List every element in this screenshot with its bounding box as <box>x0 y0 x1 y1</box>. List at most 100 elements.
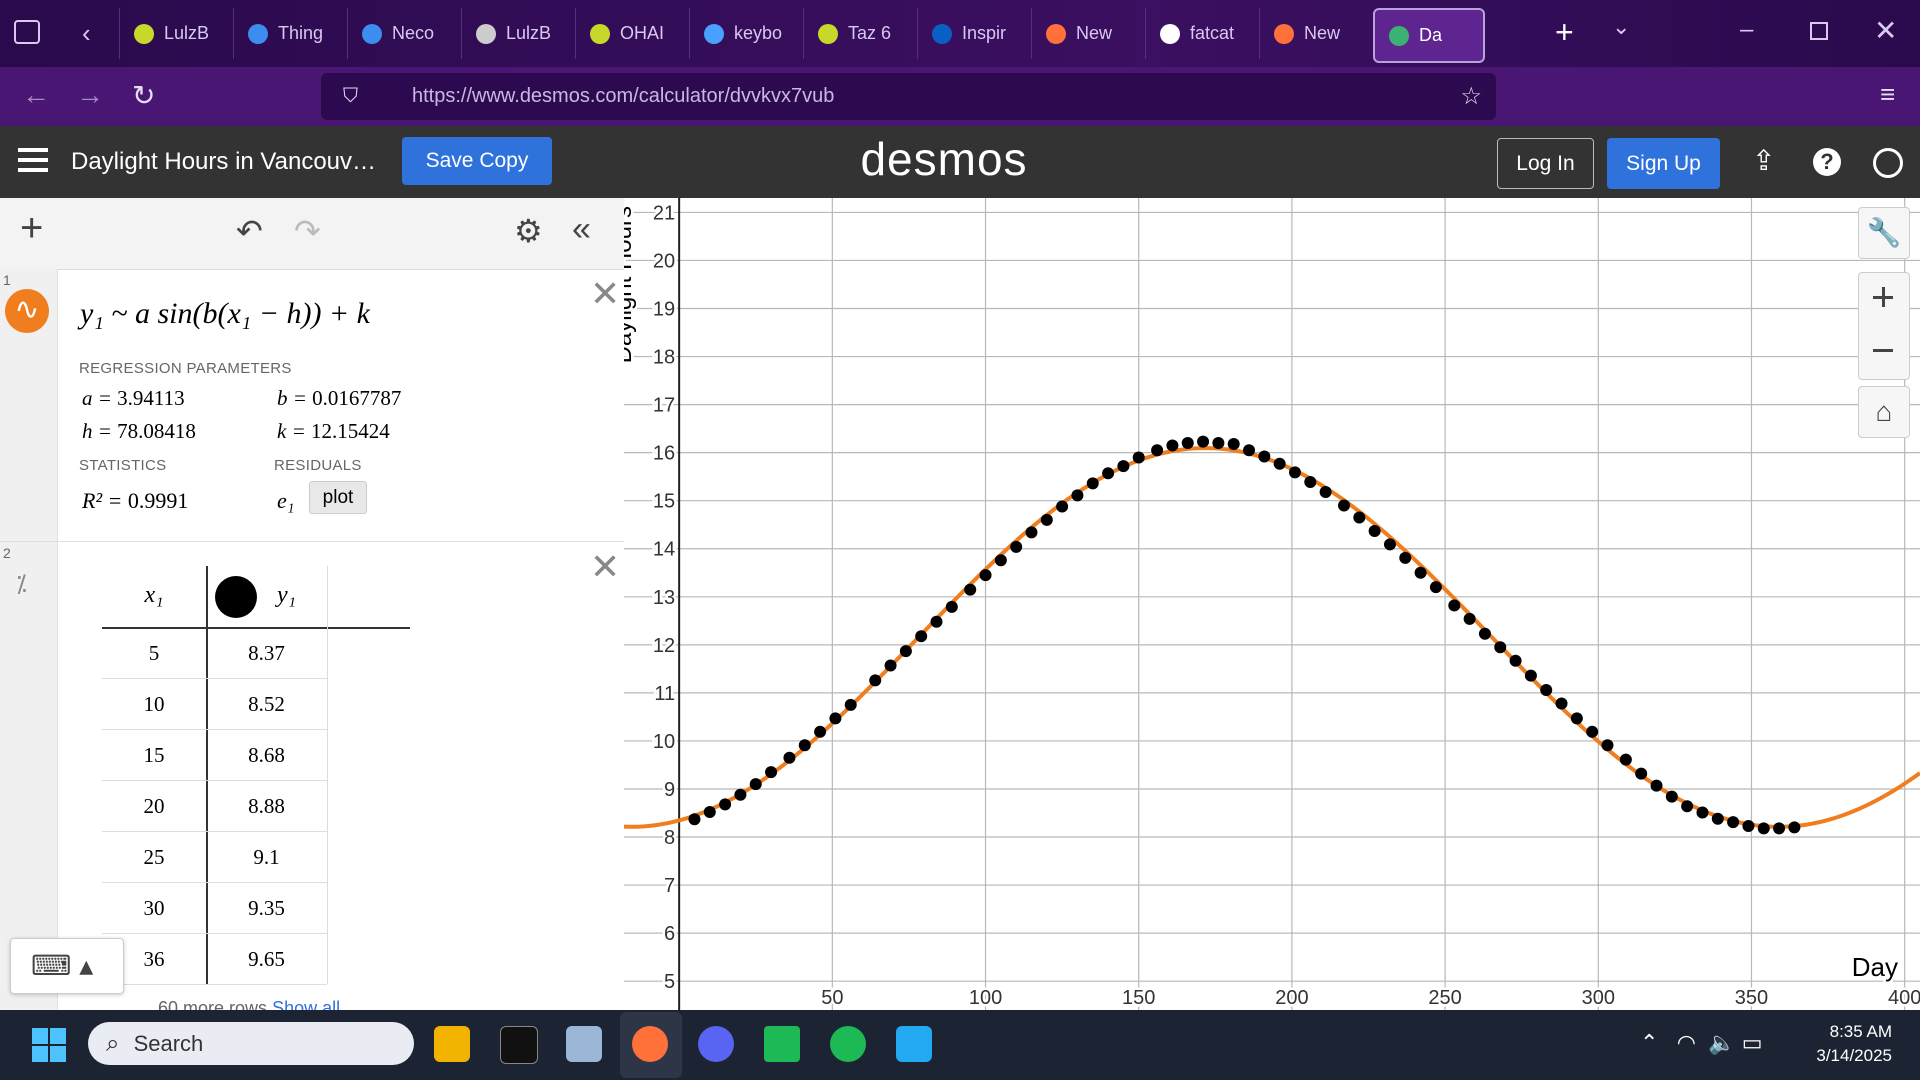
browser-tab[interactable]: Taz 6 <box>803 8 912 59</box>
browser-tab[interactable]: Neco <box>347 8 456 59</box>
browser-tab[interactable]: fatcat <box>1145 8 1254 59</box>
tab-icon <box>704 23 724 44</box>
undo-button[interactable]: ↶ <box>236 213 263 249</box>
tray-icons[interactable]: ⌃ ◠ 🔈 ▭ <box>1640 1030 1763 1055</box>
firefox[interactable] <box>632 1026 668 1062</box>
new-tab-button[interactable]: + <box>1555 14 1574 50</box>
desmos-logo: desmos <box>860 133 1028 185</box>
back-button[interactable]: ← <box>22 79 50 110</box>
plot-button[interactable]: plot <box>309 481 367 514</box>
data-point <box>1117 460 1130 473</box>
data-point <box>930 615 943 628</box>
browser-tab[interactable]: Inspir <box>917 8 1026 59</box>
discord[interactable] <box>698 1026 734 1062</box>
browser-tab[interactable]: Da <box>1373 8 1485 63</box>
data-point <box>1650 779 1663 792</box>
show-all-link[interactable]: Show all <box>272 998 341 1010</box>
data-point <box>1368 524 1381 537</box>
save-copy-button[interactable]: Save Copy <box>402 137 552 185</box>
table-cell[interactable]: 8.37 <box>248 641 285 665</box>
search-box[interactable]: ⌕ Search <box>88 1022 414 1065</box>
table-cell[interactable]: 9.65 <box>248 947 285 971</box>
parameter-name: k = <box>277 419 306 443</box>
browser-tab[interactable]: keybo <box>689 8 798 59</box>
minimize-button[interactable]: – <box>1740 16 1754 43</box>
table-cell[interactable]: 5 <box>148 641 160 665</box>
table-cell[interactable]: 8.88 <box>248 794 285 818</box>
expression-index: 1 <box>3 272 11 288</box>
table-cell[interactable]: 10 <box>143 692 165 716</box>
clock[interactable]: 8:35 AM 3/14/2025 <box>1780 1020 1892 1068</box>
keypad-button[interactable]: ⌨ ▴ <box>10 938 124 994</box>
tab-scroll-left[interactable]: ‹ <box>82 18 91 48</box>
y-tick-label: 15 <box>653 491 675 513</box>
terminal[interactable] <box>500 1026 538 1064</box>
expression-index: 2 <box>3 545 11 561</box>
regression-formula[interactable]: y₁ ~ a sin(b(x₁ − h)) + k <box>80 297 370 330</box>
redo-button[interactable]: ↷ <box>294 213 321 249</box>
delete-expression[interactable]: ✕ <box>590 273 621 314</box>
regression-icon[interactable]: ∿ <box>5 289 49 333</box>
table-cell[interactable]: 8.52 <box>248 692 285 716</box>
close-button[interactable]: ✕ <box>1874 15 1898 46</box>
data-point <box>1555 697 1568 710</box>
row-line <box>102 831 327 832</box>
tab-title: OHAI <box>620 23 665 43</box>
data-point <box>1540 684 1553 697</box>
row-line <box>102 933 327 934</box>
table-cell[interactable]: 30 <box>143 896 165 920</box>
url-field[interactable]: ⛉ https://www.desmos.com/calculator/dvvk… <box>321 73 1496 120</box>
parameter: a = 3.94113 <box>82 386 185 411</box>
menu-button[interactable]: ≡ <box>1880 79 1896 109</box>
file-explorer[interactable] <box>434 1026 470 1062</box>
default-viewport-button[interactable]: ⌂ <box>1858 386 1910 438</box>
forward-button[interactable]: → <box>76 79 104 110</box>
row-line <box>102 729 327 730</box>
zoom-out-button[interactable] <box>1873 349 1893 352</box>
browser-tab[interactable]: LulzB <box>119 8 228 59</box>
table-cell[interactable]: 15 <box>143 743 165 767</box>
browser-tab[interactable]: OHAI <box>575 8 684 59</box>
tab-icon <box>1274 23 1294 44</box>
table-cell[interactable]: 36 <box>143 947 165 971</box>
collapse-button[interactable]: « <box>572 210 591 248</box>
browser-tab[interactable]: Thing <box>233 8 342 59</box>
browser-tab[interactable]: New <box>1031 8 1140 59</box>
point-style-icon[interactable] <box>215 576 257 618</box>
browser-tab[interactable]: LulzB <box>461 8 570 59</box>
table-divider <box>327 566 328 984</box>
table-cell[interactable]: 9.1 <box>253 845 280 869</box>
tab-list-button[interactable] <box>14 20 40 44</box>
delete-expression[interactable]: ✕ <box>590 546 621 587</box>
spotify[interactable] <box>830 1026 866 1062</box>
data-point <box>1197 435 1210 448</box>
parameter: k = 12.15424 <box>277 419 390 444</box>
table-cell[interactable]: 9.35 <box>248 896 285 920</box>
bookmark-star[interactable]: ☆ <box>1460 83 1482 110</box>
add-expression-button[interactable]: + <box>20 206 44 250</box>
graph-title[interactable]: Daylight Hours in Vancouv… <box>71 148 377 175</box>
start-button[interactable] <box>32 1028 66 1062</box>
signup-button[interactable]: Sign Up <box>1607 138 1720 189</box>
share-icon[interactable]: ⇪ <box>1752 145 1776 176</box>
settings-button[interactable]: ⚙ <box>514 213 543 249</box>
browser-tab[interactable]: New <box>1259 8 1368 59</box>
table-cell[interactable]: 20 <box>143 794 165 818</box>
table-cell[interactable]: 25 <box>143 845 165 869</box>
language-icon[interactable] <box>1873 148 1903 178</box>
restore-button[interactable] <box>1810 22 1828 40</box>
tab-icon <box>1046 23 1066 44</box>
tab-menu-button[interactable]: ⌄ <box>1612 14 1631 39</box>
resource-monitor[interactable] <box>566 1026 602 1062</box>
reload-button[interactable]: ↻ <box>132 80 156 111</box>
vscode[interactable] <box>896 1026 932 1062</box>
search-icon: ⌕ <box>106 1030 120 1057</box>
login-button[interactable]: Log In <box>1497 138 1594 189</box>
menu-icon[interactable] <box>18 148 48 172</box>
sheets-app[interactable] <box>764 1026 800 1062</box>
table-cell[interactable]: 8.68 <box>248 743 285 767</box>
zoom-in-button-v[interactable] <box>1882 287 1885 307</box>
graph-settings-button[interactable]: 🔧 <box>1858 207 1910 259</box>
tab-title: fatcat <box>1190 23 1235 43</box>
help-icon[interactable]: ? <box>1813 148 1841 176</box>
